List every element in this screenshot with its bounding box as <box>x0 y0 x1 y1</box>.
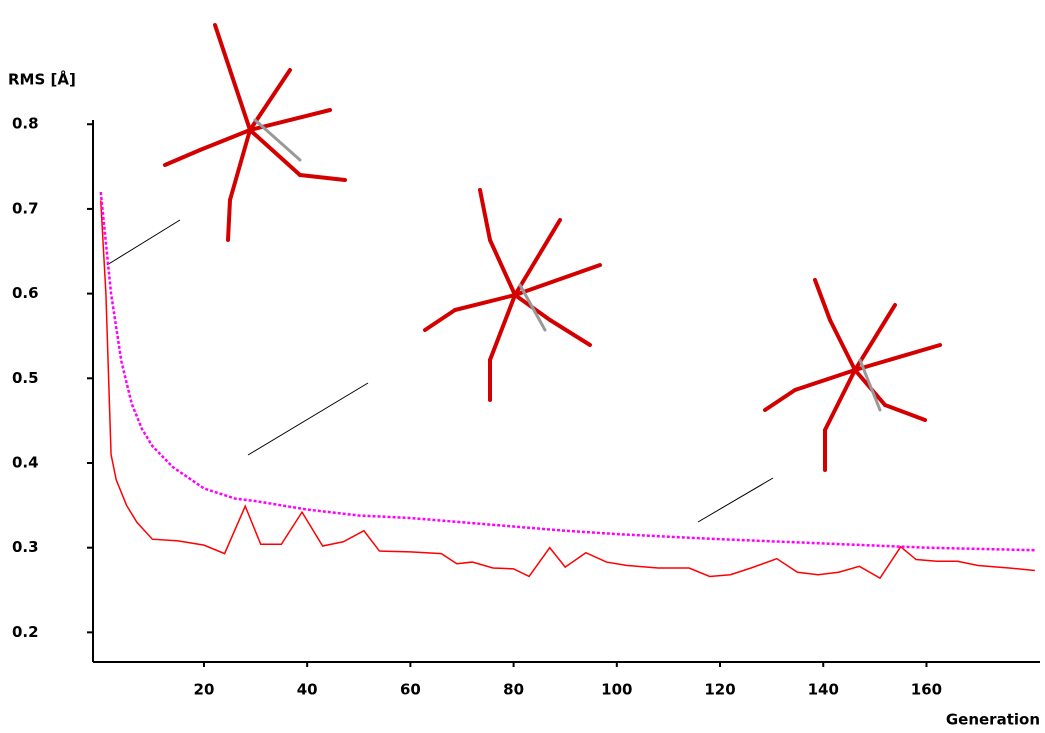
x-tick-label: 20 <box>194 681 215 699</box>
y-tick-label: 0.3 <box>12 538 39 556</box>
y-tick-label: 0.4 <box>12 453 39 471</box>
pointers <box>107 220 773 522</box>
y-tick-label: 0.2 <box>12 623 39 641</box>
x-tick-label: 60 <box>400 681 421 699</box>
y-tick-label: 0.5 <box>12 369 39 387</box>
molecule-2 <box>425 190 600 400</box>
chart: RMS [Å] Generation 0.2 0.3 0.4 0.5 0.6 0.7 0.8… <box>0 0 1045 733</box>
x-axis-label: Generation <box>946 711 1040 729</box>
x-tick-label: 140 <box>808 681 839 699</box>
x-tick-label: 80 <box>503 681 524 699</box>
y-tick-label: 0.8 <box>12 115 39 133</box>
x-tick-label: 40 <box>297 681 318 699</box>
y-tick-label: 0.6 <box>12 284 39 302</box>
series-line <box>101 192 1035 550</box>
molecule-3 <box>765 280 940 470</box>
y-tick-label: 0.7 <box>12 199 39 217</box>
x-tick-label: 100 <box>601 681 632 699</box>
y-axis-label: RMS [Å] <box>8 70 76 89</box>
x-tick-label: 120 <box>704 681 735 699</box>
series-line <box>101 200 1035 578</box>
molecule-1 <box>165 25 345 240</box>
x-tick-label: 160 <box>911 681 942 699</box>
